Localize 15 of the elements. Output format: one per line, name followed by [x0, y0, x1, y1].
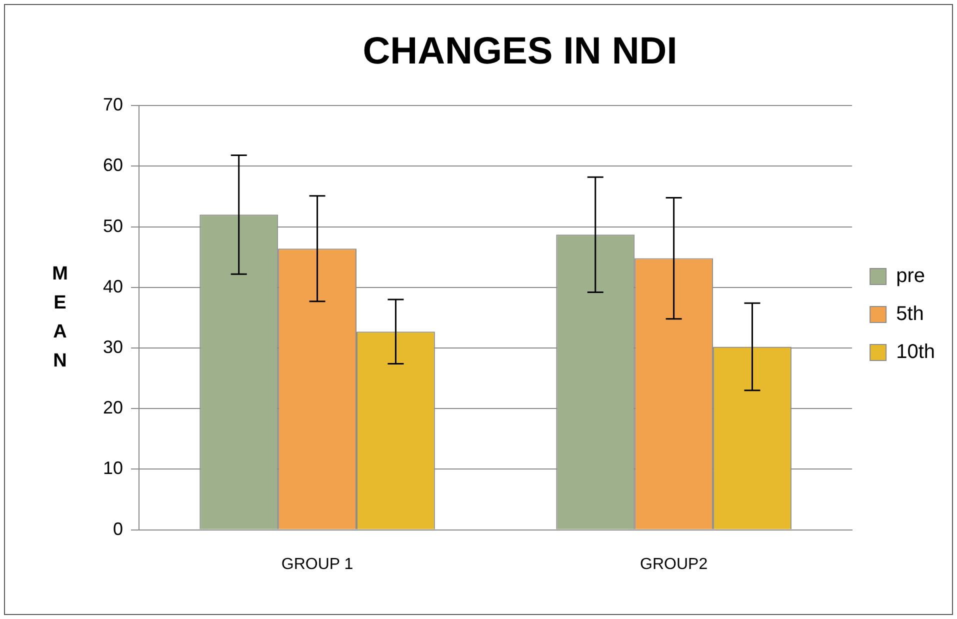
y-tick-label: 60: [102, 155, 124, 176]
legend-label: 10th: [896, 341, 936, 364]
y-tick-label: 50: [102, 216, 124, 236]
y-tick-label: 10: [102, 458, 124, 478]
y-axis-title: MEAN: [52, 263, 68, 372]
y-tick-label: 40: [102, 276, 124, 296]
y-tick-label: 30: [102, 336, 124, 357]
y-tick-label: 20: [102, 398, 124, 418]
y-tick-label: 70: [102, 94, 124, 115]
legend-label: pre: [896, 265, 925, 288]
x-tick-label: GROUP 1: [281, 556, 354, 573]
legend-label: 5th: [896, 303, 924, 326]
x-tick-label: GROUP2: [640, 556, 708, 573]
chart-title: CHANGES IN NDI: [362, 30, 678, 72]
y-tick-label: 0: [113, 518, 124, 539]
